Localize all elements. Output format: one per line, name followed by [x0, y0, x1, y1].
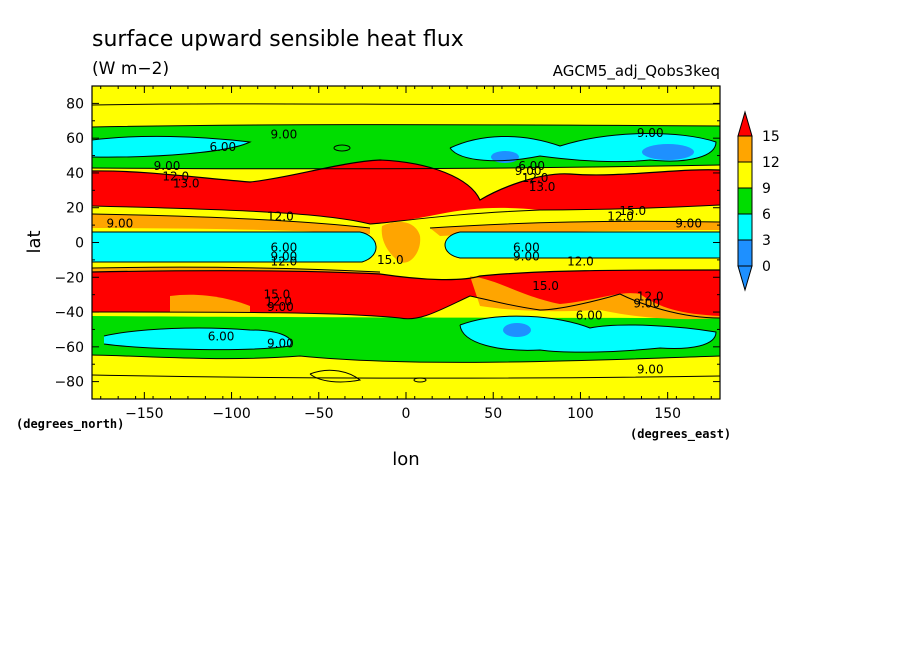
- contour-label: 6.00: [513, 241, 540, 255]
- colorbar-segment: [737, 187, 753, 215]
- contour-label: 15.0: [377, 253, 404, 267]
- contour-label: 15.0: [619, 204, 646, 218]
- contour-label: 12.0: [271, 255, 298, 269]
- y-unit-label: (degrees_north): [16, 417, 124, 432]
- x-tick-label: −50: [304, 406, 334, 422]
- contour-label: 9.00: [513, 249, 540, 263]
- colorbar-segment: [737, 213, 753, 241]
- contour-label: 6.00: [209, 140, 236, 154]
- contour-field: [92, 86, 720, 399]
- contour-label: 13.0: [529, 180, 556, 194]
- contour-label: 6.00: [208, 329, 235, 343]
- y-tick-label: 20: [66, 201, 84, 217]
- contour-label: 6.00: [518, 159, 545, 173]
- y-tick-label: 60: [66, 131, 84, 147]
- contour-label: 12.0: [265, 295, 292, 309]
- contour-label: 12.0: [267, 209, 294, 223]
- y-tick-label: −60: [54, 340, 84, 356]
- colorbar-segment: [737, 135, 753, 163]
- colorbar-segment: [737, 161, 753, 189]
- contour-label: 9.00: [515, 164, 542, 178]
- y-axis-title: lat: [24, 230, 45, 253]
- colorbar-label: 6: [762, 207, 771, 223]
- colorbar-extend-max: [737, 110, 753, 137]
- contour-label: 15.0: [264, 288, 291, 302]
- x-axis: −150 −100 −50 0 50 100 150: [100, 86, 712, 422]
- colorbar-label: 9: [762, 181, 771, 197]
- contour-label: 12.0: [162, 169, 189, 183]
- contour-label: 13.0: [173, 176, 200, 190]
- contour-label: 6.00: [576, 309, 603, 323]
- y-tick-label: −20: [54, 270, 84, 286]
- contour-label: 9.00: [633, 296, 660, 310]
- y-tick-label: 80: [66, 96, 84, 112]
- contour-label: 9.00: [107, 216, 134, 230]
- y-tick-label: 40: [66, 166, 84, 182]
- contour-label: 9.00: [637, 362, 664, 376]
- x-unit-label: (degrees_east): [630, 427, 731, 442]
- x-tick-label: −150: [125, 406, 163, 422]
- contour-label: 12.0: [607, 209, 634, 223]
- colorbar-label: 3: [762, 233, 771, 249]
- y-tick-label: −40: [54, 305, 84, 321]
- colorbar-label: 15: [762, 129, 780, 145]
- chart-title: surface upward sensible heat flux: [92, 27, 464, 52]
- x-tick-label: 100: [567, 406, 594, 422]
- contour-label: 12.0: [637, 289, 664, 303]
- contour-label: 9.00: [637, 126, 664, 140]
- x-tick-label: −100: [212, 406, 250, 422]
- colorbar-label: 12: [762, 155, 780, 171]
- contour-label: 9.00: [267, 300, 294, 314]
- contour-label: 9.00: [271, 128, 298, 142]
- x-tick-label: 50: [484, 406, 502, 422]
- y-tick-label: 0: [75, 236, 84, 252]
- contour-label: 15.0: [532, 279, 559, 293]
- x-tick-label: 150: [654, 406, 681, 422]
- contour-label: 9.00: [271, 249, 298, 263]
- x-tick-label: 0: [402, 406, 411, 422]
- contour-label: 6.00: [271, 241, 298, 255]
- y-axis: 80 60 40 20 0 −20 −40 −60 −80: [54, 85, 720, 400]
- contour-label: 12.0: [522, 171, 549, 185]
- colorbar: 15 12 9 6 3 0: [737, 110, 780, 292]
- contour-label: 9.00: [154, 159, 181, 173]
- colorbar-segment: [737, 239, 753, 267]
- contour-label: 12.0: [567, 255, 594, 269]
- colorbar-label: 0: [762, 259, 771, 275]
- colorbar-extend-min: [737, 265, 753, 292]
- x-axis-title: lon: [392, 449, 419, 470]
- y-tick-label: −80: [54, 375, 84, 391]
- contour-label: 9.00: [267, 336, 294, 350]
- run-label: AGCM5_adj_Qobs3keq: [553, 62, 720, 81]
- chart-units: (W m−2): [92, 59, 169, 79]
- contour-label: 9.00: [675, 216, 702, 230]
